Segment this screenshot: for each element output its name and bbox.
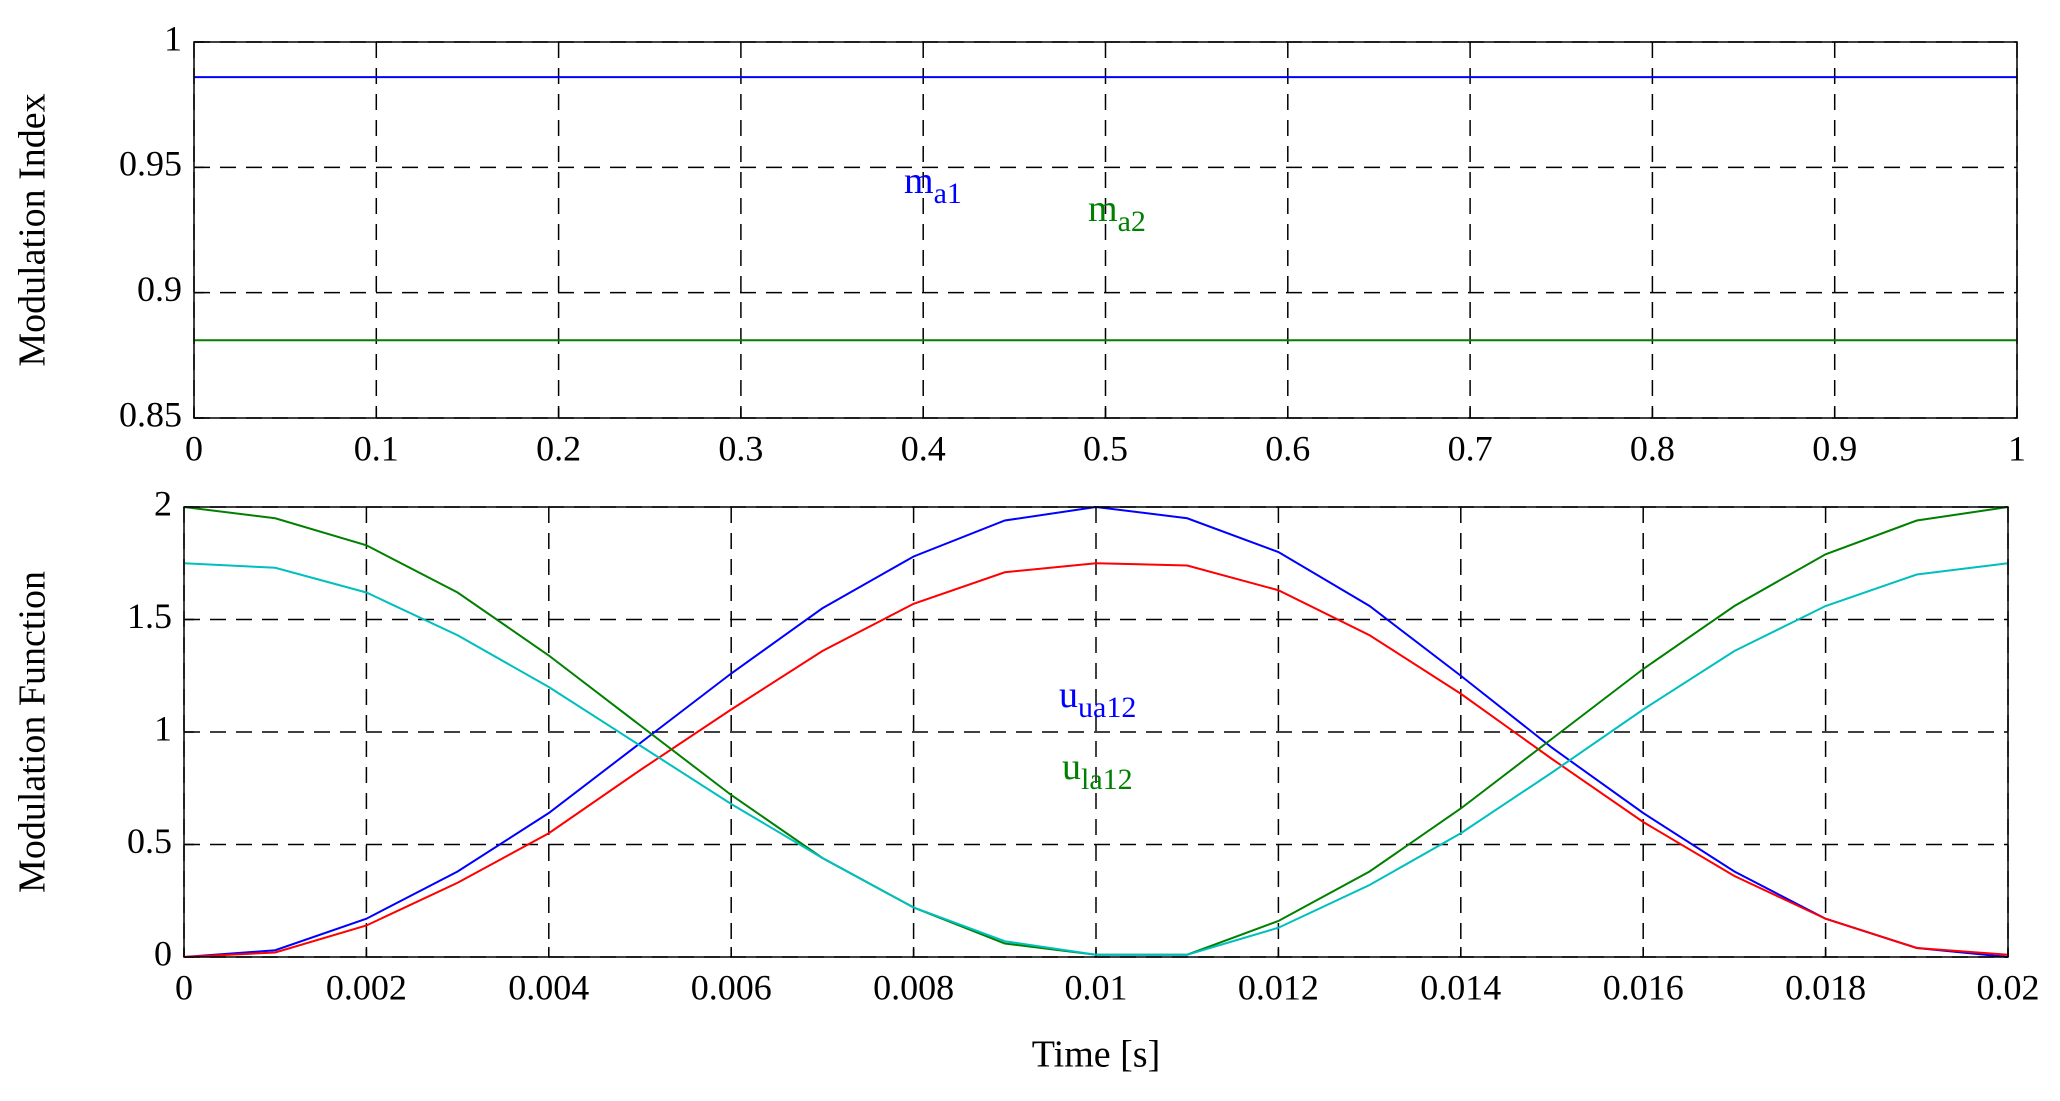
y-tick-label: 0.95 [119,144,182,184]
y-tick-label: 0.85 [119,394,182,434]
y-axis-label: Modulation Index [12,93,54,366]
x-tick-label: 0.7 [1448,428,1493,468]
x-tick-label: 0.2 [536,428,581,468]
x-tick-label: 0 [185,428,203,468]
x-tick-label: 0.012 [1238,967,1319,1007]
series-line [183,562,2009,958]
annotation: ma2 [1088,188,1146,238]
x-tick-label: 0.01 [1065,967,1128,1007]
x-tick-label: 0.5 [1083,428,1128,468]
annotation: uua12 [1059,674,1136,724]
x-tick-label: 0.002 [326,967,407,1007]
x-tick-label: 0.9 [1812,428,1857,468]
y-tick-label: 1 [164,18,182,58]
plot-frame [193,41,2018,419]
x-tick-label: 0.008 [873,967,954,1007]
x-tick-label: 0.018 [1785,967,1866,1007]
x-tick-label: 0.3 [718,428,763,468]
y-tick-label: 0.5 [127,821,172,861]
x-tick-label: 0 [175,967,193,1007]
annotation-main: u [1059,674,1078,716]
annotation-sub: a1 [934,177,962,210]
y-tick-label: 2 [154,483,172,523]
annotation-main: m [904,160,934,202]
annotation: ma1 [904,160,962,210]
x-axis-label: Time [s] [1032,1034,1160,1076]
x-tick-label: 0.004 [508,967,589,1007]
x-tick-label: 0.8 [1630,428,1675,468]
x-tick-label: 0.014 [1420,967,1501,1007]
annotation-main: u [1062,746,1081,788]
y-axis-label: Modulation Function [12,571,54,893]
x-tick-label: 0.4 [901,428,946,468]
x-tick-label: 0.016 [1603,967,1684,1007]
x-tick-label: 1 [2008,428,2026,468]
x-tick-label: 0.006 [691,967,772,1007]
annotation: ula12 [1062,746,1133,796]
annotation-sub: ua12 [1078,691,1136,724]
series-line [183,562,2009,956]
annotation-sub: la12 [1081,763,1133,796]
y-tick-label: 1 [154,708,172,748]
plot-frame [183,506,2009,958]
x-tick-label: 0.6 [1265,428,1310,468]
annotation-main: m [1088,188,1118,230]
y-tick-label: 0.9 [137,269,182,309]
y-tick-label: 1.5 [127,596,172,636]
x-tick-label: 0.02 [1977,967,2040,1007]
y-tick-label: 0 [154,933,172,973]
annotation-sub: a2 [1118,205,1146,238]
x-tick-label: 0.1 [354,428,399,468]
